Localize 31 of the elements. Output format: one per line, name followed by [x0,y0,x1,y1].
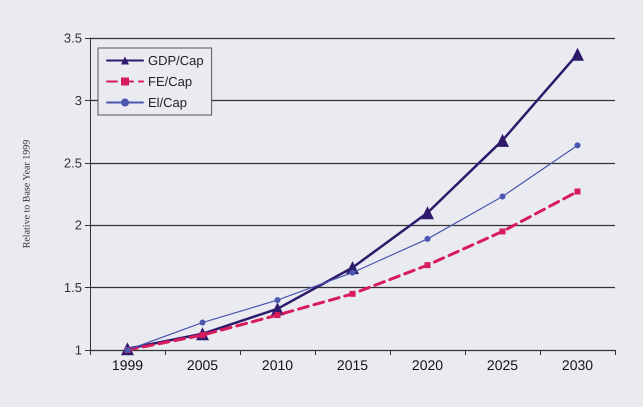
point [424,262,430,268]
x-tick-label: 2030 [562,357,594,373]
legend-label: El/Cap [148,95,188,110]
point [571,48,584,61]
x-tick-label: 2005 [186,357,218,373]
x-tick-label: 2020 [412,357,444,373]
point [496,134,509,147]
y-tick-label: 3.5 [64,30,82,46]
point [200,320,206,326]
x-tick-label: 2010 [262,357,294,373]
point [350,270,356,276]
point [500,228,506,234]
legend-label: FE/Cap [148,74,192,89]
point [424,236,430,242]
point [574,142,580,148]
point [500,193,506,200]
x-tick-label: 2015 [336,357,368,373]
point [574,188,580,195]
point [274,297,280,304]
point [350,290,356,297]
legend-label: GDP/Cap [148,53,204,68]
y-tick-label: 3 [74,92,82,108]
y-tick-label: 1 [74,342,82,358]
y-axis-title: Relative to Base Year 1999 [22,140,32,248]
y-tick-label: 1.5 [64,280,82,296]
y-tick-label: 2.5 [64,155,82,170]
x-tick-label: 2025 [486,357,518,373]
point [274,312,280,318]
x-tick-label: 1999 [112,357,144,373]
y-tick-label: 2 [74,218,82,233]
point [421,206,434,220]
